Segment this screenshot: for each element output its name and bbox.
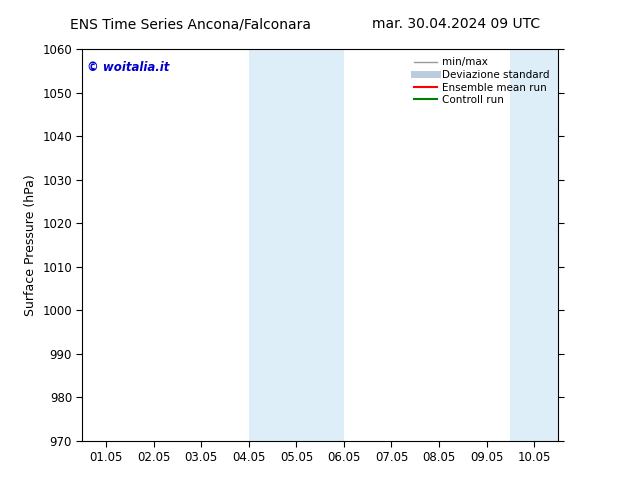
Text: ENS Time Series Ancona/Falconara: ENS Time Series Ancona/Falconara — [70, 17, 311, 31]
Bar — [249, 49, 344, 441]
Legend: min/max, Deviazione standard, Ensemble mean run, Controll run: min/max, Deviazione standard, Ensemble m… — [411, 54, 553, 108]
Text: © woitalia.it: © woitalia.it — [87, 61, 169, 74]
Bar — [510, 49, 581, 441]
Text: mar. 30.04.2024 09 UTC: mar. 30.04.2024 09 UTC — [372, 17, 541, 31]
Y-axis label: Surface Pressure (hPa): Surface Pressure (hPa) — [23, 174, 37, 316]
